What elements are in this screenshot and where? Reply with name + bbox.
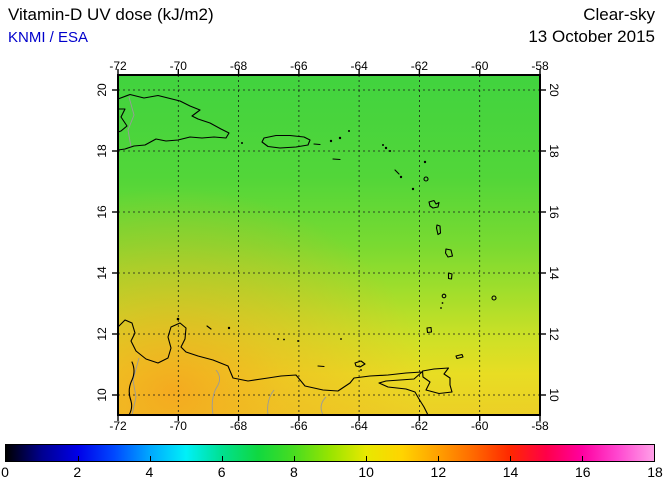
curacao (206, 325, 212, 330)
colorbar-tick (222, 456, 223, 461)
esa-link[interactable]: ESA (58, 29, 89, 46)
guadeloupe-coast (428, 199, 440, 209)
x-axis-tick-label: -72 (109, 419, 127, 433)
x-axis-tick-label: -66 (290, 419, 308, 433)
colorbar-tick (6, 456, 7, 461)
x-axis-tick-label: -64 (350, 419, 368, 433)
x-axis-tick-label: -70 (169, 59, 187, 73)
uv-dose-field-max (118, 75, 540, 415)
barbados (491, 295, 497, 301)
x-axis-tick-label: -68 (229, 419, 248, 433)
map-plot (112, 69, 546, 421)
header-right: Clear-sky 13 October 2015 (528, 4, 655, 48)
colorbar-tick-label: 8 (289, 464, 298, 480)
colorbar-tick-label: 0 (1, 464, 9, 480)
x-axis-tick-label: -58 (531, 59, 549, 73)
small-islands (176, 130, 444, 371)
sky-condition-label: Clear-sky (583, 5, 655, 24)
la-tortuga (317, 365, 325, 368)
colorbar-tick (510, 456, 511, 461)
hispaniola-coast (117, 93, 230, 151)
dominica-coast (435, 224, 442, 236)
x-axis-tick-label: -68 (229, 59, 248, 73)
x-axis-tick-label: -72 (109, 59, 127, 73)
colorbar-tick-label: 2 (73, 464, 82, 480)
y-axis-tick-label: 12 (95, 327, 109, 341)
y-axis-labels-right: 20 18 16 14 12 10 (546, 75, 562, 415)
y-axis-tick-label: 14 (95, 266, 109, 280)
x-axis-tick-label: -60 (471, 59, 489, 73)
x-axis-tick-label: -62 (410, 59, 429, 73)
x-axis-tick-label: -58 (531, 419, 549, 433)
y-axis-tick-label: 10 (547, 388, 561, 402)
y-axis-tick-label: 16 (95, 205, 109, 219)
gonave-gulf-coast (117, 108, 128, 133)
colorbar-tick (581, 456, 583, 461)
map-frame-border (117, 74, 541, 416)
source-line: KNMI / ESA (8, 28, 214, 48)
grid-lines (118, 75, 540, 415)
y-axis-tick-label: 16 (547, 205, 561, 219)
source-separator: / (45, 29, 59, 46)
colorbar-tick-label: 16 (574, 464, 591, 480)
grenada-coast (426, 326, 433, 334)
date-label: 13 October 2015 (528, 27, 655, 46)
trinidad-coast (421, 367, 453, 395)
y-axis-tick-label: 18 (547, 144, 561, 158)
y-axis-tick-label: 10 (95, 388, 109, 402)
x-axis-labels-bottom: -72 -70 -68 -66 -64 -62 -60 -58 (109, 419, 548, 433)
martinique-coast (444, 248, 454, 258)
x-axis-tick-label: -66 (290, 59, 308, 73)
lake-maracaibo-coast (128, 361, 135, 416)
page-title: Vitamin-D UV dose (kJ/m2) (8, 5, 214, 24)
y-axis-tick-label: 18 (95, 144, 109, 158)
y-axis-tick-label: 12 (547, 327, 561, 341)
x-axis-tick-label: -70 (169, 419, 187, 433)
st-lucia-coast (447, 272, 453, 280)
map-canvas (112, 69, 546, 421)
venezuela-coast (117, 319, 429, 416)
y-axis-tick-label: 20 (547, 83, 561, 97)
colorbar-tick-label: 12 (430, 464, 447, 480)
antigua (423, 176, 429, 182)
colorbar-gradient (5, 444, 655, 462)
colorbar-tick (654, 456, 655, 461)
y-axis-tick-label: 14 (547, 266, 561, 280)
colorbar-tick (293, 456, 295, 461)
margarita-coast (354, 360, 366, 368)
coastlines (117, 93, 497, 416)
vieques (313, 143, 321, 146)
colorbar-tick-label: 18 (647, 464, 663, 480)
x-axis-tick-label: -62 (410, 419, 429, 433)
st-croix (332, 158, 341, 161)
y-axis-tick-label: 20 (95, 83, 109, 97)
knmi-link[interactable]: KNMI (8, 29, 46, 46)
x-axis-labels-top: -72 -70 -68 -66 -64 -62 -60 -58 (109, 59, 548, 73)
st-kitts (394, 169, 400, 175)
colorbar-tick-label: 4 (145, 464, 154, 480)
x-axis-tick-label: -64 (350, 59, 368, 73)
puerto-rico-coast (261, 134, 311, 149)
colorbar-tick (438, 456, 439, 461)
country-borders (127, 96, 327, 416)
x-axis-tick-label: -60 (471, 419, 489, 433)
colorbar-tick-label: 14 (502, 464, 519, 480)
st-vincent (441, 293, 447, 299)
colorbar-tick (77, 456, 79, 461)
y-axis-labels-left: 20 18 16 14 12 10 (94, 75, 110, 415)
colorbar: 0 2 4 6 8 10 12 14 16 18 (1, 444, 663, 480)
colorbar-tick (149, 456, 151, 461)
colorbar-tick-label: 10 (358, 464, 374, 480)
colorbar-tick (366, 456, 367, 461)
colorbar-tick-label: 6 (217, 464, 226, 480)
axis-ticks (112, 69, 546, 421)
header-left: Vitamin-D UV dose (kJ/m2) KNMI / ESA (8, 4, 214, 48)
colorbar-labels: 0 2 4 6 8 10 12 14 16 18 (1, 464, 663, 480)
tobago-coast (455, 353, 464, 360)
